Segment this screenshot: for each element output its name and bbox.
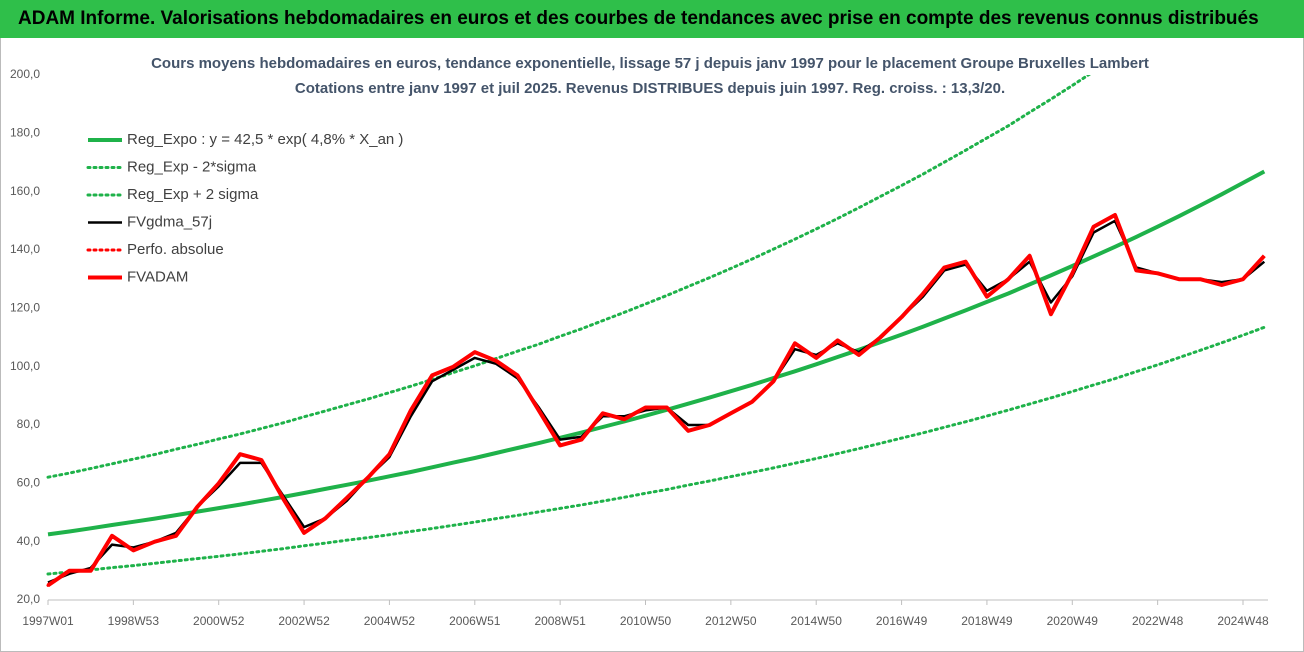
series-line [46, 213, 1266, 587]
y-tick-label: 100,0 [10, 359, 40, 373]
legend-label: FVADAM [127, 268, 188, 285]
series-line [46, 213, 1266, 588]
y-tick-label: 200,0 [10, 67, 40, 81]
x-tick-label: 2000W52 [193, 614, 245, 628]
page-title: ADAM Informe. Valorisations hebdomadaire… [18, 8, 1259, 29]
x-tick-label: 2020W49 [1047, 614, 1099, 628]
y-tick-label: 20,0 [17, 592, 41, 606]
y-tick-label: 180,0 [10, 126, 40, 140]
y-tick-label: 80,0 [17, 417, 41, 431]
legend-label: Reg_Exp + 2 sigma [127, 186, 259, 203]
x-tick-label: 2022W48 [1132, 614, 1184, 628]
y-tick-label: 160,0 [10, 184, 40, 198]
x-tick-label: 2024W48 [1217, 614, 1269, 628]
title-bar: ADAM Informe. Valorisations hebdomadaire… [0, 0, 1304, 38]
y-tick-label: 40,0 [17, 534, 41, 548]
series-line [47, 219, 1266, 584]
x-tick-label: 1997W01 [22, 614, 74, 628]
x-tick-label: 2002W52 [278, 614, 330, 628]
series-line [47, 169, 1266, 537]
legend-label: Reg_Expo : y = 42,5 * exp( 4,8% * X_an ) [127, 131, 403, 148]
chart-subtitle: Cotations entre janv 1997 et juil 2025. … [295, 80, 1005, 97]
legend-label: Reg_Exp - 2*sigma [127, 158, 257, 175]
legend-label: Perfo. absolue [127, 241, 224, 258]
x-tick-label: 2014W50 [791, 614, 843, 628]
x-tick-label: 2008W51 [534, 614, 586, 628]
x-tick-label: 2010W50 [620, 614, 672, 628]
chart-title: Cours moyens hebdomadaires en euros, ten… [151, 55, 1149, 72]
y-tick-label: 60,0 [17, 476, 41, 490]
plot-area [46, 75, 1266, 588]
x-tick-label: 2018W49 [961, 614, 1013, 628]
x-tick-label: 2016W49 [876, 614, 928, 628]
y-tick-label: 120,0 [10, 301, 40, 315]
series-line [46, 325, 1266, 576]
y-tick-label: 140,0 [10, 242, 40, 256]
x-tick-label: 2012W50 [705, 614, 757, 628]
x-tick-label: 2004W52 [364, 614, 416, 628]
series-line [46, 75, 1092, 479]
x-tick-label: 2006W51 [449, 614, 501, 628]
legend-label: FVgdma_57j [127, 213, 212, 230]
x-tick-label: 1998W53 [108, 614, 160, 628]
